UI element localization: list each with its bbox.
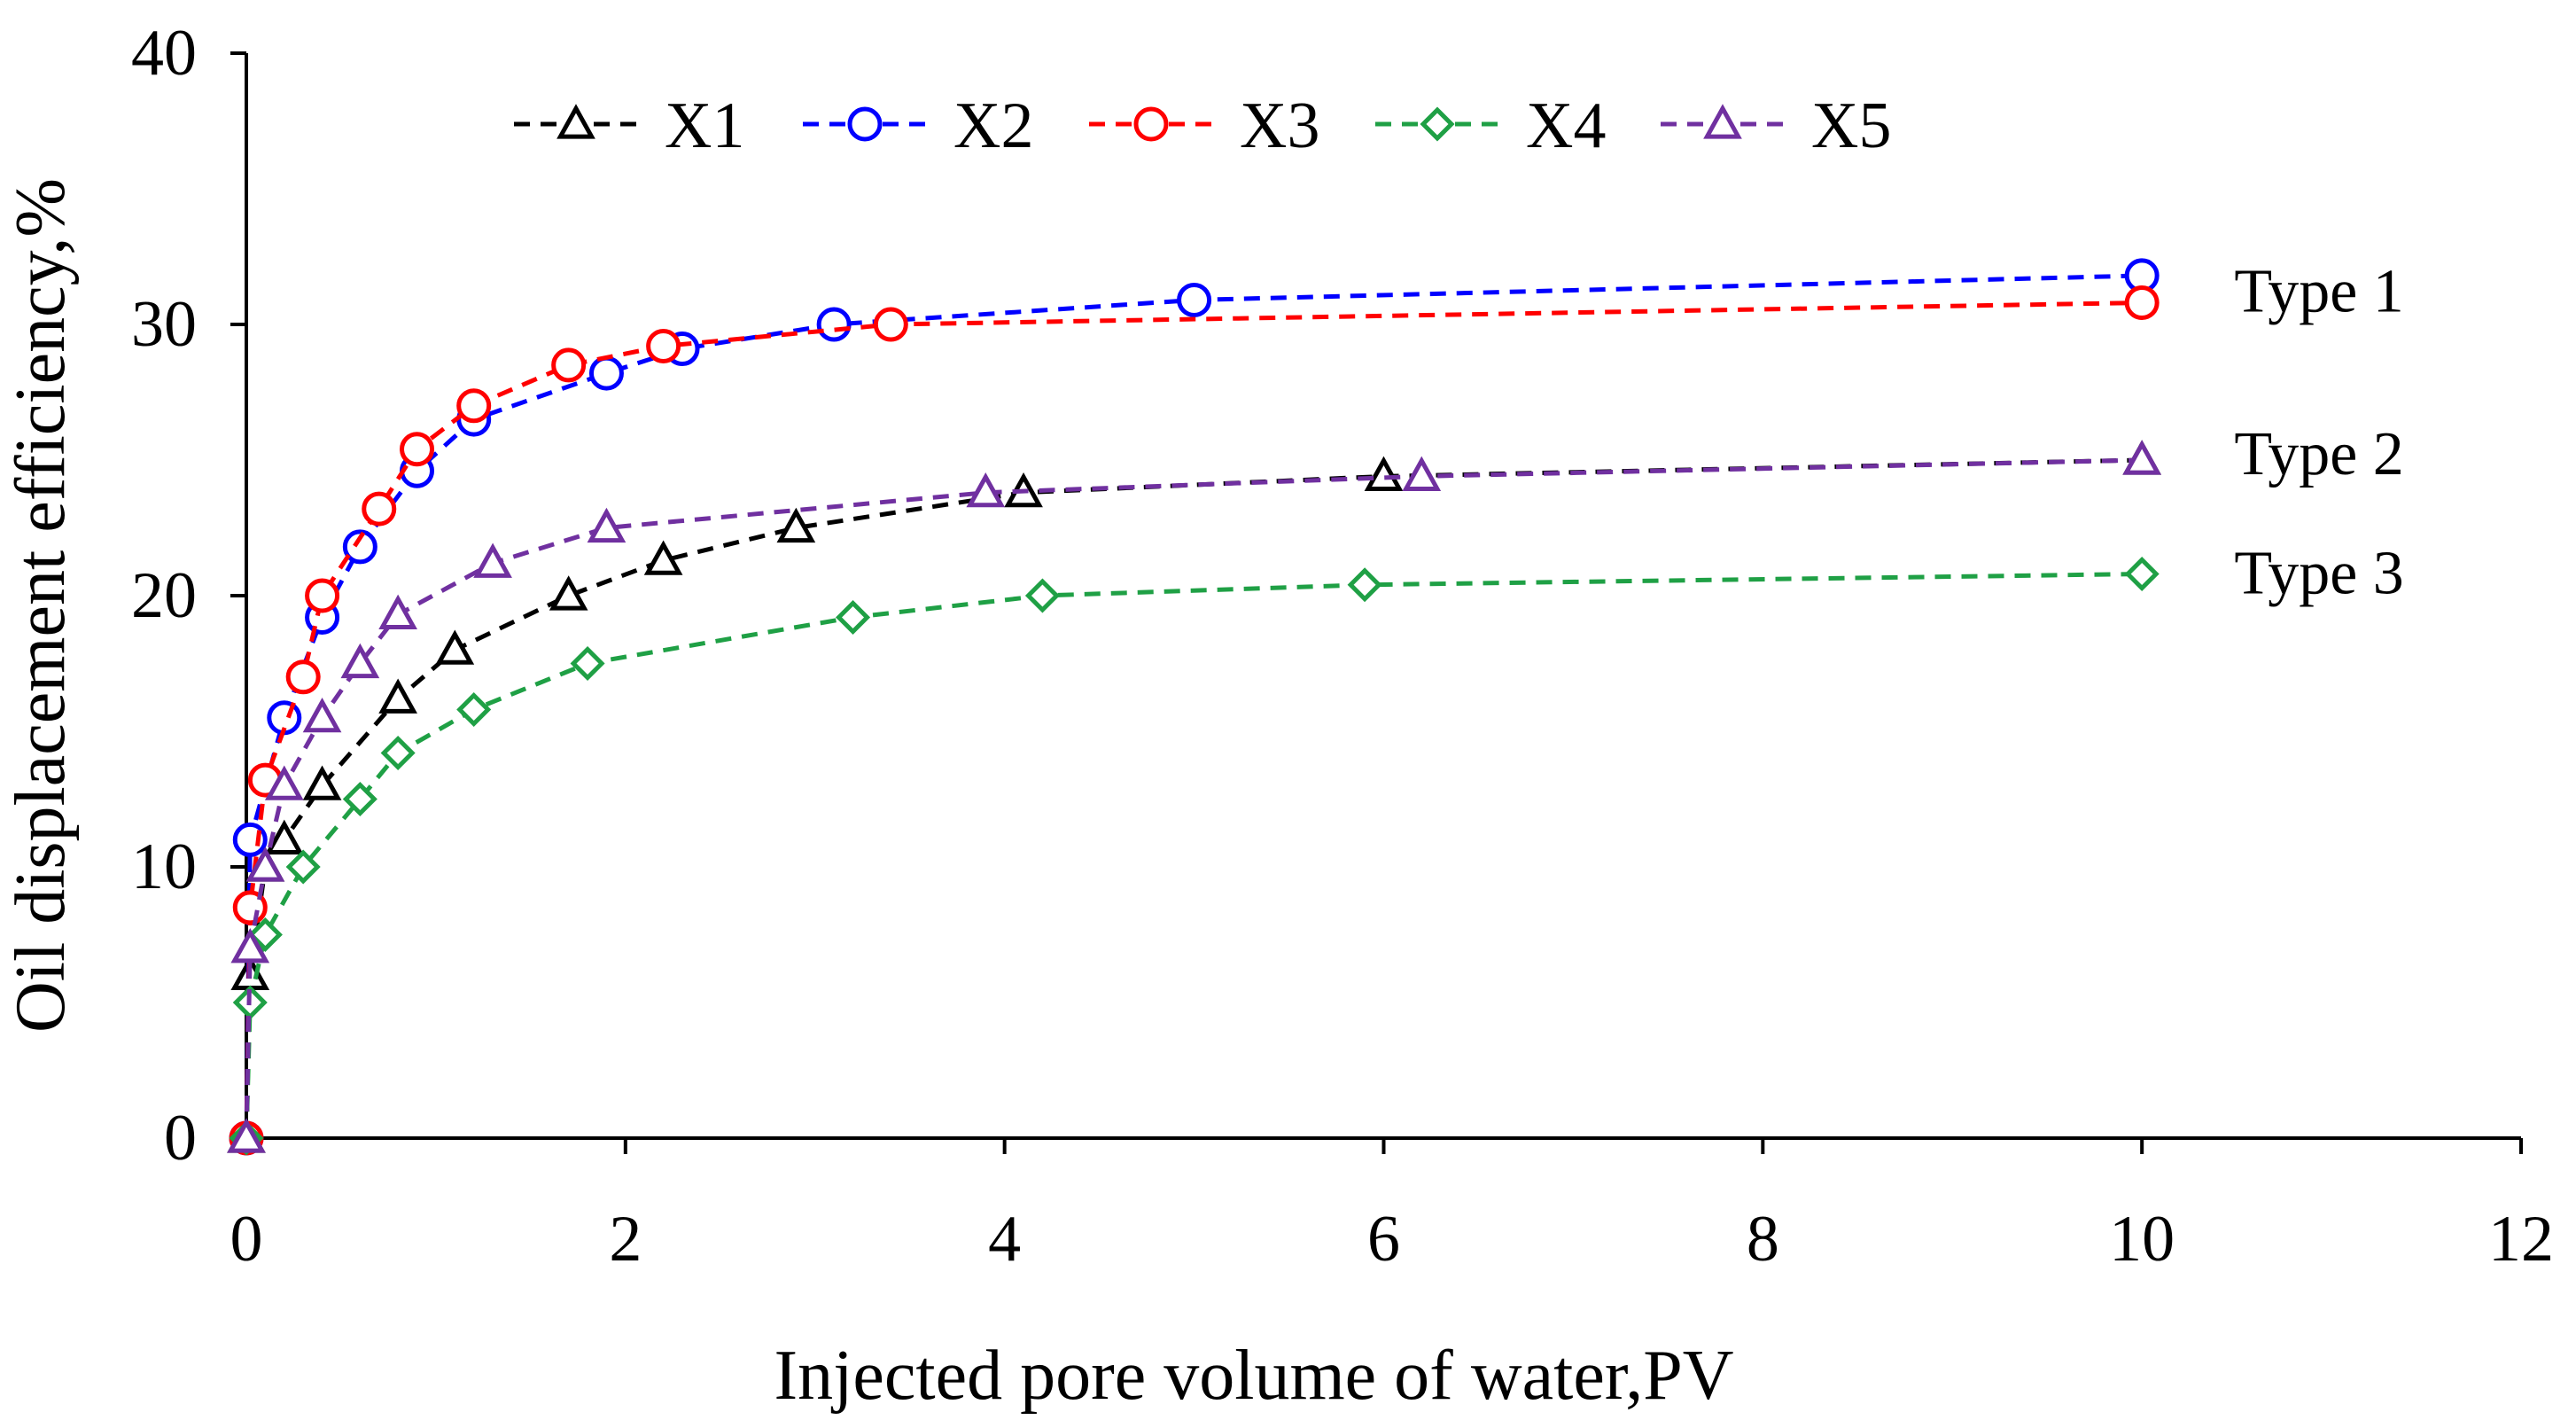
- series-line-x3: [244, 300, 2143, 1139]
- data-point-x5: [378, 594, 417, 629]
- series-line-x1: [244, 457, 2143, 1139]
- x-tick-label: 6: [1367, 1203, 1400, 1276]
- data-point-x3: [2124, 285, 2160, 321]
- series-line-x4: [244, 572, 2143, 1139]
- data-point-x1: [1364, 456, 1404, 491]
- legend-marker: [556, 104, 595, 139]
- data-point-x4: [456, 691, 492, 728]
- data-point-x4: [835, 599, 871, 636]
- data-point-x2: [342, 529, 377, 565]
- data-point-x4: [1347, 567, 1382, 603]
- series-x1: [227, 440, 2162, 1153]
- data-point-x1: [776, 507, 816, 543]
- legend-marker: [1703, 104, 1742, 139]
- data-point-x5: [264, 765, 304, 800]
- data-point-x4: [342, 781, 377, 817]
- x-tick-label: 12: [2488, 1203, 2554, 1276]
- data-point-x2: [1177, 282, 1212, 317]
- legend-label: X2: [953, 90, 1033, 162]
- legend-item-x3: X3: [1089, 90, 1319, 162]
- data-point-x5: [245, 847, 285, 882]
- data-point-x5: [302, 697, 342, 733]
- x-tick-label: 10: [2109, 1203, 2175, 1276]
- data-point-x3: [551, 347, 587, 383]
- data-point-x1: [264, 819, 304, 854]
- data-point-x4: [380, 735, 416, 771]
- y-tick-label: 40: [131, 17, 197, 90]
- legend-item-x1: X1: [514, 90, 744, 162]
- data-point-x3: [305, 578, 340, 613]
- y-axis-title: Oil displacement efficiency,%: [2, 178, 80, 1033]
- legend-label: X5: [1811, 90, 1891, 162]
- data-point-x3: [646, 328, 681, 363]
- data-point-x2: [232, 822, 268, 857]
- data-point-x4: [247, 917, 283, 953]
- data-point-x4: [570, 645, 605, 682]
- annotation-type-label: Type 3: [2234, 540, 2403, 608]
- data-point-x5: [2122, 440, 2162, 475]
- series-x2: [229, 258, 2160, 1156]
- y-tick-label: 0: [164, 1102, 197, 1174]
- legend: X1 X2 X3 X4 X5: [514, 90, 1891, 162]
- data-point-x4: [1024, 578, 1060, 613]
- series-x4: [229, 556, 2160, 1156]
- data-point-x5: [966, 472, 1006, 508]
- ticks: 0 2 4 6 8 10 12 0 10 20 30 40: [131, 17, 2554, 1276]
- data-point-x3: [285, 659, 321, 695]
- legend-marker: [1133, 106, 1169, 142]
- x-tick-label: 4: [988, 1203, 1021, 1276]
- data-point-x4: [2124, 556, 2160, 592]
- data-point-x3: [873, 307, 908, 342]
- legend-label: X1: [665, 90, 744, 162]
- data-point-x5: [1402, 456, 1442, 491]
- data-point-x5: [230, 928, 270, 964]
- series-x5: [227, 440, 2162, 1153]
- data-point-x1: [643, 540, 683, 575]
- data-point-x3: [362, 491, 397, 527]
- annotation-type-label: Type 1: [2234, 257, 2403, 325]
- data-point-x2: [588, 355, 624, 391]
- data-point-x4: [285, 849, 321, 885]
- legend-label: X4: [1526, 90, 1606, 162]
- data-point-x3: [400, 432, 435, 467]
- x-tick-label: 8: [1747, 1203, 1779, 1276]
- data-point-x5: [587, 507, 626, 543]
- annotation-type-label: Type 2: [2234, 420, 2403, 488]
- data-point-x5: [473, 542, 512, 578]
- x-tick-label: 0: [230, 1203, 263, 1276]
- data-point-x1: [435, 629, 475, 665]
- annotations: Type 1 Type 2 Type 3: [2234, 257, 2403, 607]
- data-point-x1: [378, 678, 417, 714]
- data-point-x5: [340, 643, 380, 679]
- y-tick-label: 30: [131, 288, 197, 361]
- legend-item-x2: X2: [803, 90, 1033, 162]
- legend-item-x5: X5: [1661, 90, 1891, 162]
- x-tick-label: 2: [609, 1203, 642, 1276]
- data-point-x1: [549, 575, 588, 611]
- data-point-x5: [227, 1118, 266, 1153]
- series: [227, 258, 2162, 1156]
- legend-label: X3: [1240, 90, 1319, 162]
- series-line-x2: [244, 273, 2143, 1139]
- y-tick-label: 20: [131, 559, 197, 632]
- y-tick-label: 10: [131, 831, 197, 903]
- data-point-x1: [302, 765, 342, 800]
- legend-marker: [1420, 106, 1455, 142]
- data-point-x3: [456, 388, 492, 424]
- axes: [245, 53, 2521, 1140]
- legend-item-x4: X4: [1375, 90, 1606, 162]
- x-axis-title: Injected pore volume of water,PV: [774, 1337, 1733, 1415]
- series-x3: [229, 285, 2160, 1156]
- data-point-x2: [816, 307, 852, 342]
- legend-marker: [847, 106, 883, 142]
- series-line-x5: [244, 457, 2143, 1139]
